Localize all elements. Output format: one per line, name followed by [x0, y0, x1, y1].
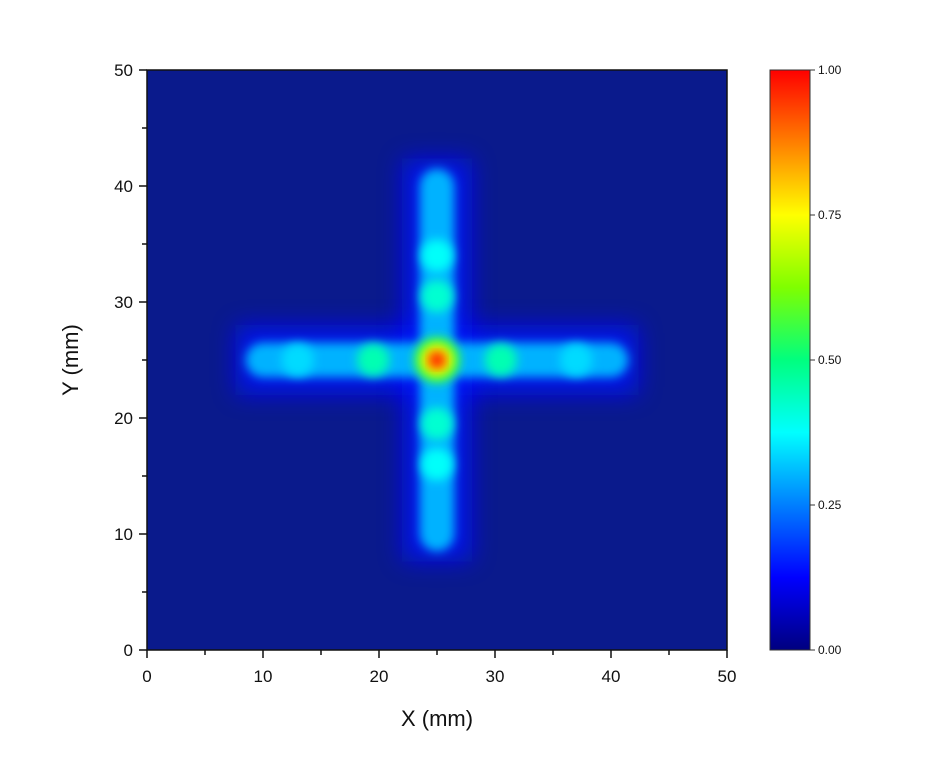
bright-spot — [281, 343, 315, 377]
x-axis-title: X (mm) — [401, 706, 473, 731]
colorbar-tick-label: 1.00 — [818, 63, 842, 77]
x-tick-label: 20 — [370, 667, 389, 686]
x-tick-label: 30 — [486, 667, 505, 686]
y-tick-label: 10 — [114, 525, 133, 544]
x-tick-label: 10 — [254, 667, 273, 686]
colorbar-tick-label: 0.00 — [818, 643, 842, 657]
bright-spot — [484, 343, 518, 377]
y-tick-label: 40 — [114, 177, 133, 196]
y-tick-label: 30 — [114, 293, 133, 312]
colorbar-ticks: 0.00 0.25 0.50 0.75 1.00 — [810, 63, 842, 657]
colorbar-tick-label: 0.75 — [818, 208, 842, 222]
bright-spot — [559, 343, 593, 377]
bright-spot — [420, 279, 454, 313]
center-peak — [431, 354, 443, 366]
x-tick-label: 0 — [142, 667, 151, 686]
heat-layer — [235, 158, 639, 562]
y-tick-label: 50 — [114, 61, 133, 80]
y-axis-title: Y (mm) — [58, 324, 83, 396]
bright-spot — [356, 343, 390, 377]
x-axis-ticks: 0 10 20 30 40 50 — [142, 650, 736, 686]
colorbar-tick-label: 0.50 — [818, 353, 842, 367]
y-axis-ticks: 0 10 20 30 40 50 — [114, 61, 147, 660]
y-tick-label: 20 — [114, 409, 133, 428]
colorbar — [769, 69, 811, 651]
y-tick-label: 0 — [124, 641, 133, 660]
bright-spot — [420, 448, 454, 481]
colorbar-tick-label: 0.25 — [818, 498, 842, 512]
bright-spot — [420, 239, 454, 272]
x-tick-label: 50 — [718, 667, 737, 686]
x-tick-label: 40 — [602, 667, 621, 686]
bright-spot — [420, 407, 454, 441]
